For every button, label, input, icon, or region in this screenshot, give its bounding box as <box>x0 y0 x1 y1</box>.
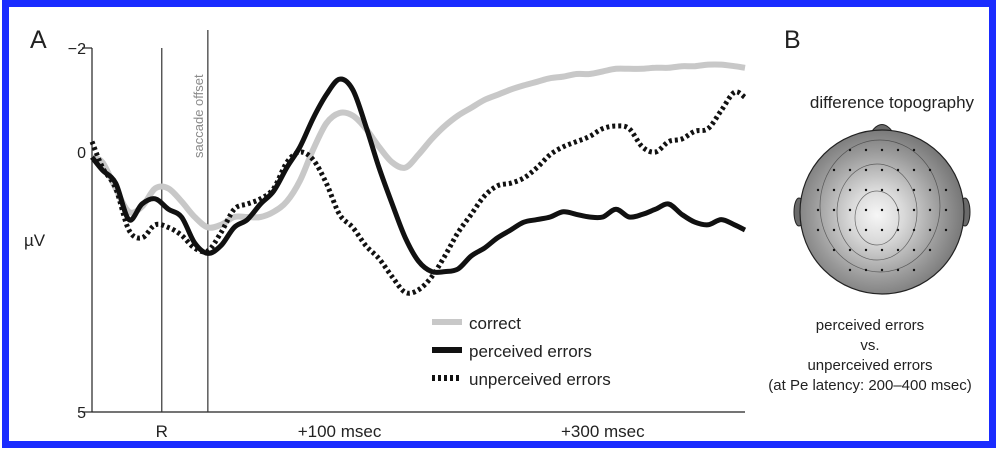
legend: correct perceived errors unperceived err… <box>432 314 611 389</box>
electrode-18 <box>912 188 916 192</box>
electrode-26 <box>896 208 900 212</box>
y-tick-labels: −2 0 5 <box>68 41 86 422</box>
electrode-36 <box>912 228 916 232</box>
electrode-46 <box>848 268 852 272</box>
y-tick-label-0: −2 <box>68 41 86 58</box>
electrode-dots <box>816 148 948 272</box>
electrode-30 <box>816 228 820 232</box>
electrode-22 <box>832 208 836 212</box>
legend-label-perceived: perceived errors <box>469 342 592 361</box>
electrode-27 <box>912 208 916 212</box>
x-tick-label-0: R <box>156 422 168 441</box>
electrode-39 <box>832 248 836 252</box>
electrode-23 <box>848 208 852 212</box>
panel-b-label: B <box>784 26 801 54</box>
electrode-7 <box>864 168 868 172</box>
series-line-unperceived-errors <box>89 89 747 296</box>
panel-a-label: A <box>30 26 47 54</box>
series-line-correct <box>90 61 746 231</box>
electrode-5 <box>832 168 836 172</box>
scalp-map <box>800 130 964 294</box>
electrode-19 <box>928 188 932 192</box>
topography-caption-line1: perceived errors <box>816 317 924 334</box>
electrode-45 <box>928 248 932 252</box>
electrode-15 <box>864 188 868 192</box>
electrode-48 <box>880 268 884 272</box>
electrode-20 <box>944 188 948 192</box>
electrode-29 <box>944 208 948 212</box>
electrode-4 <box>912 148 916 152</box>
electrode-35 <box>896 228 900 232</box>
x-tick-label-2: +300 msec <box>561 422 645 441</box>
electrode-17 <box>896 188 900 192</box>
head-outline <box>799 129 965 295</box>
electrode-42 <box>880 248 884 252</box>
head-map <box>793 124 971 295</box>
y-axis-label: µV <box>24 231 46 250</box>
topography-panel: difference topography perceived errors v… <box>768 93 974 394</box>
topography-caption-line3: unperceived errors <box>807 357 932 374</box>
electrode-44 <box>912 248 916 252</box>
electrode-0 <box>848 148 852 152</box>
y-tick-label-1: 0 <box>77 145 86 162</box>
topography-title: difference topography <box>810 93 975 112</box>
electrode-40 <box>848 248 852 252</box>
topography-caption-line2: vs. <box>860 337 879 354</box>
electrode-47 <box>864 268 868 272</box>
electrode-8 <box>880 168 884 172</box>
electrode-31 <box>832 228 836 232</box>
electrode-14 <box>848 188 852 192</box>
legend-label-unperceived: unperceived errors <box>469 370 611 389</box>
electrode-25 <box>880 208 884 212</box>
legend-label-correct: correct <box>469 314 521 333</box>
electrode-28 <box>928 208 932 212</box>
electrode-11 <box>928 168 932 172</box>
electrode-34 <box>880 228 884 232</box>
electrode-3 <box>896 148 900 152</box>
electrode-21 <box>816 208 820 212</box>
electrode-1 <box>864 148 868 152</box>
electrode-2 <box>880 148 884 152</box>
x-tick-labels: R +100 msec +300 msec <box>156 422 645 441</box>
marker-label-1: saccade offset <box>191 74 206 158</box>
electrode-49 <box>896 268 900 272</box>
electrode-37 <box>928 228 932 232</box>
topography-caption-line4: (at Pe latency: 200–400 msec) <box>768 377 971 394</box>
nose-icon <box>871 124 893 132</box>
electrode-41 <box>864 248 868 252</box>
erp-chart: −2 0 5 µV saccade offset R +100 msec +300 ms… <box>24 30 747 441</box>
electrode-16 <box>880 188 884 192</box>
electrode-13 <box>832 188 836 192</box>
erp-series <box>89 61 747 296</box>
y-tick-label-2: 5 <box>77 405 86 422</box>
contour-lines <box>819 139 941 273</box>
electrode-50 <box>912 268 916 272</box>
x-tick-label-1: +100 msec <box>298 422 382 441</box>
electrode-43 <box>896 248 900 252</box>
electrode-10 <box>912 168 916 172</box>
electrode-24 <box>864 208 868 212</box>
electrode-38 <box>944 228 948 232</box>
event-markers: saccade offset <box>161 30 209 412</box>
electrode-12 <box>816 188 820 192</box>
electrode-32 <box>848 228 852 232</box>
electrode-33 <box>864 228 868 232</box>
electrode-6 <box>848 168 852 172</box>
electrode-9 <box>896 168 900 172</box>
